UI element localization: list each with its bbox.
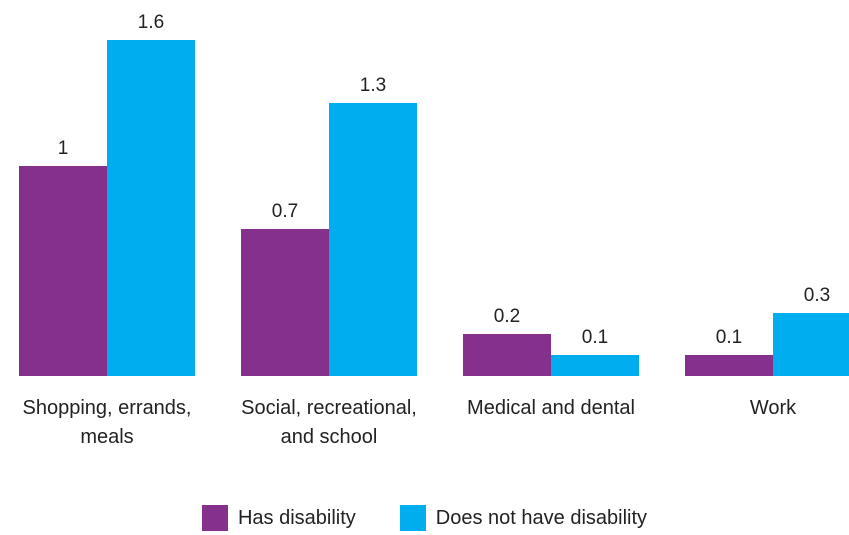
legend-swatch-does-not-have-disability xyxy=(399,505,426,531)
value-label-has-disability-work: 0.1 xyxy=(716,327,742,348)
bar-has-disability-social-recreational-and-school xyxy=(241,229,329,376)
category-label-work: Work xyxy=(750,397,797,419)
legend-item-has-disability: Has disability xyxy=(201,505,356,531)
category-label-social-recreational-and-school-line-2: and school xyxy=(281,426,378,448)
bar-has-disability-work xyxy=(685,355,773,376)
category-label-social-recreational-and-school-line-1: Social, recreational, xyxy=(241,397,417,419)
category-labels-layer: Shopping, errands, meals Social, recreatio… xyxy=(22,397,797,448)
bar-does-not-have-disability-medical-and-dental xyxy=(551,355,639,376)
value-label-has-disability-shopping-errands-meals: 1 xyxy=(58,138,69,159)
legend-item-does-not-have-disability: Does not have disability xyxy=(399,505,648,531)
value-label-does-not-have-disability-social-recreational-and-school: 1.3 xyxy=(360,75,386,96)
legend-label-does-not-have-disability: Does not have disability xyxy=(435,506,648,529)
value-label-does-not-have-disability-medical-and-dental: 0.1 xyxy=(582,327,608,348)
category-label-shopping-errands-meals-line-1: Shopping, errands, xyxy=(22,397,191,419)
value-label-has-disability-social-recreational-and-school: 0.7 xyxy=(272,201,298,222)
value-label-does-not-have-disability-shopping-errands-meals: 1.6 xyxy=(138,12,164,33)
legend-label-has-disability: Has disability xyxy=(237,506,356,529)
value-label-does-not-have-disability-work: 0.3 xyxy=(804,285,830,306)
bar-has-disability-shopping-errands-meals xyxy=(19,166,107,376)
bar-does-not-have-disability-social-recreational-and-school xyxy=(329,103,417,376)
bar-does-not-have-disability-shopping-errands-meals xyxy=(107,40,195,376)
value-labels-layer: 1 1.6 0.7 1.3 0.2 0.1 0.1 0.3 xyxy=(58,12,831,348)
chart-legend: Has disability Does not have disability xyxy=(0,505,849,531)
category-label-medical-and-dental: Medical and dental xyxy=(467,397,635,419)
value-label-has-disability-medical-and-dental: 0.2 xyxy=(494,306,520,327)
bars-layer xyxy=(19,40,849,376)
bar-does-not-have-disability-work xyxy=(773,313,849,376)
legend-swatch-has-disability xyxy=(201,505,228,531)
category-label-shopping-errands-meals-line-2: meals xyxy=(80,426,133,448)
bar-has-disability-medical-and-dental xyxy=(463,334,551,376)
